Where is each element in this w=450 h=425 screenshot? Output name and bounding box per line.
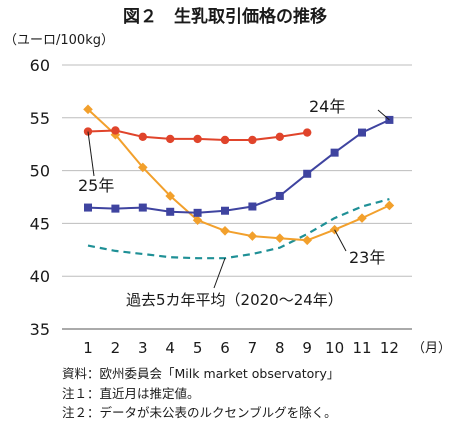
gridlines [62, 64, 412, 330]
data-point [111, 126, 120, 135]
y-axis: 35 40 45 50 55 60 [30, 56, 50, 339]
data-point [329, 224, 340, 235]
data-point [247, 231, 258, 241]
x-tick-label: 7 [248, 339, 258, 357]
x-tick-label: 11 [352, 339, 371, 357]
note-2: 注２：データが未公表のルクセンブルグを除く。 [62, 405, 337, 420]
series-label: 24年 [309, 97, 345, 116]
y-tick-label: 55 [30, 109, 50, 128]
series-3 [87, 198, 390, 260]
y-tick-label: 35 [30, 320, 50, 339]
series-group [83, 104, 395, 260]
label-leader [334, 229, 347, 252]
data-point [165, 191, 175, 201]
x-tick-label: 8 [275, 339, 285, 357]
data-point [275, 132, 284, 142]
data-point [275, 233, 285, 243]
x-tick-label: 12 [380, 339, 399, 357]
chart-title: 図２ 生乳取引価格の推移 [123, 6, 327, 27]
series-label: 過去5カ年平均（2020～24年） [126, 291, 343, 309]
series-line [87, 118, 390, 214]
x-tick-label: 2 [111, 339, 121, 357]
data-point [330, 148, 339, 157]
data-point [248, 202, 257, 211]
x-tick-label: 3 [138, 339, 148, 357]
data-point [221, 206, 229, 215]
data-point [138, 132, 147, 142]
data-point [83, 104, 93, 115]
data-point [357, 213, 367, 223]
data-point [248, 135, 257, 145]
data-point [138, 203, 147, 212]
note-1: 注１：直近月は推定値。 [62, 385, 200, 401]
x-tick-label: 4 [165, 339, 175, 357]
x-tick-label: 5 [193, 339, 203, 357]
series-label: 25年 [78, 176, 114, 195]
y-tick-label: 60 [30, 56, 50, 75]
data-point [192, 215, 203, 226]
data-point [84, 203, 92, 212]
notes: 資料：欧州委員会「Milk market observatory」 注１：直近月… [62, 364, 447, 423]
series-2 [83, 104, 395, 246]
y-tick-label: 50 [30, 162, 50, 181]
x-tick-label: 1 [83, 339, 93, 357]
data-point [166, 207, 175, 216]
series-label: 23年 [349, 248, 385, 267]
x-axis-unit: （月） [412, 341, 450, 356]
series-1 [84, 115, 394, 217]
series-line [87, 198, 390, 260]
data-point [193, 134, 202, 144]
data-point [220, 135, 230, 145]
data-point [111, 204, 120, 213]
data-point [110, 129, 121, 140]
data-point [303, 128, 312, 137]
label-leader [87, 131, 95, 177]
x-tick-label: 9 [302, 339, 312, 357]
y-axis-label: （ユーロ/100kg） [4, 33, 114, 48]
data-point [302, 235, 312, 246]
data-point [384, 200, 395, 211]
data-point [193, 208, 202, 217]
data-point [138, 162, 148, 173]
x-tick-label: 6 [220, 339, 230, 357]
label-leader [213, 258, 226, 289]
x-tick-label: 10 [325, 339, 344, 357]
data-point [166, 134, 175, 144]
series-line [87, 108, 390, 242]
source-note: 資料：欧州委員会「Milk market observatory」 [62, 366, 340, 381]
x-axis: 1 2 3 4 5 6 7 8 9 10 11 12 [83, 339, 399, 357]
data-point [358, 128, 366, 137]
y-tick-label: 45 [30, 214, 50, 233]
data-point [220, 225, 230, 236]
y-tick-label: 40 [30, 267, 50, 286]
label-leader [377, 109, 390, 121]
data-point [275, 191, 284, 200]
data-point [303, 169, 312, 178]
